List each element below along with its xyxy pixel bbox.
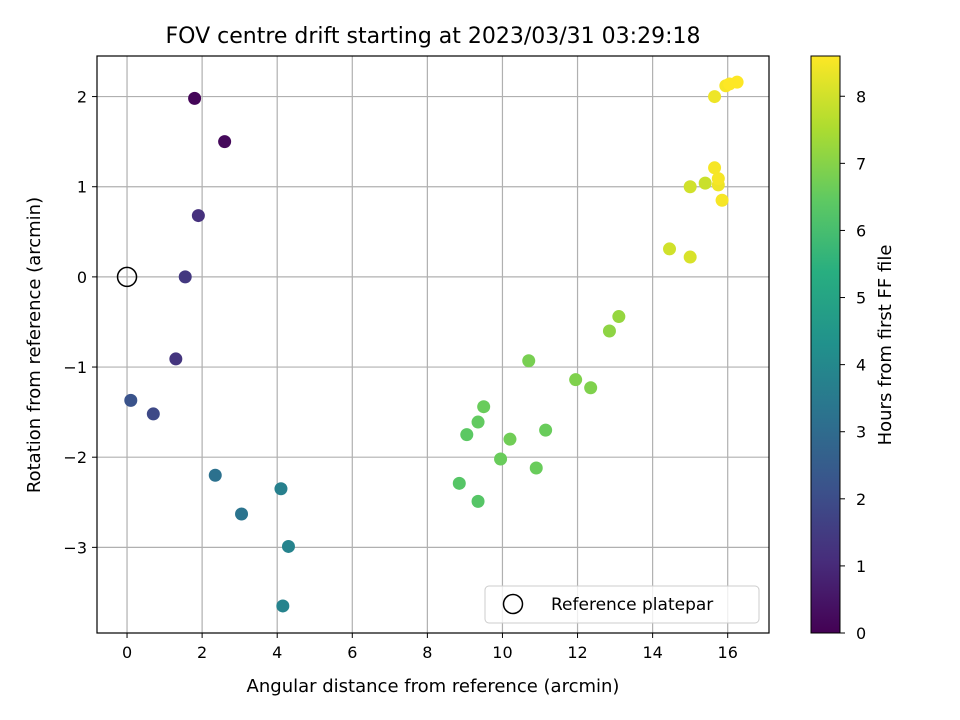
legend: Reference platepar [484,585,760,624]
colorbar-tick-label: 5 [856,289,866,308]
plot-frame [96,55,770,634]
data-point [708,90,722,104]
y-tick-label: 0 [77,268,87,287]
y-tick-label: −2 [63,448,87,467]
data-point [235,507,249,521]
colorbar: 0 1 2 3 4 5 6 7 8 Hours from first FF file [810,55,896,643]
data-point [191,209,205,223]
data-point [711,172,725,186]
x-tick-label: 4 [272,643,282,662]
data-point [663,242,677,256]
legend-box [484,585,760,624]
y-axis-label: Rotation from reference (arcmin) [24,197,45,493]
data-point [730,75,744,89]
data-point [471,494,485,508]
colorbar-label: Hours from first FF file [875,245,896,446]
colorbar-gradient [810,55,841,634]
x-tick-label: 8 [422,643,432,662]
data-point [584,381,598,395]
x-axis-ticks: 0 2 4 6 8 10 12 14 16 [122,633,738,662]
data-point [529,461,543,475]
colorbar-tick-label: 7 [856,154,866,173]
data-point [276,599,290,613]
data-point [146,407,160,421]
data-point [169,352,183,366]
data-point [602,324,616,338]
data-point [188,91,202,105]
data-point [208,468,222,482]
x-tick-label: 12 [567,643,587,662]
data-points [116,75,744,613]
data-point [522,354,536,368]
grid-lines [97,56,769,633]
x-tick-label: 10 [492,643,512,662]
legend-entry-reference: Reference platepar [551,595,713,615]
data-point [178,270,192,284]
x-tick-label: 0 [122,643,132,662]
data-point [698,176,712,190]
x-tick-label: 6 [347,643,357,662]
colorbar-tick-label: 0 [856,624,866,643]
y-tick-label: −3 [63,538,87,557]
data-point [477,400,491,414]
legend-reference-marker [502,593,524,615]
data-point [471,415,485,429]
data-point [503,432,517,446]
data-point [124,393,138,407]
x-axis-label: Angular distance from reference (arcmin) [247,676,620,697]
x-tick-label: 14 [642,643,662,662]
data-point [683,250,697,264]
data-point [452,476,466,490]
y-axis-ticks: −3 −2 −1 0 1 2 [63,88,97,557]
data-point [218,135,232,149]
reference-platepar-marker [116,266,138,288]
colorbar-tick-label: 1 [856,557,866,576]
x-tick-label: 2 [197,643,207,662]
data-point [274,482,288,496]
data-point [569,373,583,387]
data-point [612,310,626,324]
data-point [494,452,508,466]
chart-title: FOV centre drift starting at 2023/03/31 … [166,24,701,49]
y-tick-label: 2 [77,88,87,107]
colorbar-tick-label: 2 [856,490,866,509]
data-point [539,423,553,437]
data-point [683,180,697,194]
colorbar-tick-label: 3 [856,423,866,442]
y-tick-label: −1 [63,358,87,377]
x-tick-label: 16 [718,643,738,662]
colorbar-tick-label: 4 [856,356,866,375]
data-point [460,428,474,442]
colorbar-ticks: 0 1 2 3 4 5 6 7 8 [840,87,866,643]
y-tick-label: 1 [77,178,87,197]
colorbar-tick-label: 6 [856,221,866,240]
data-point [281,539,295,553]
data-point [715,193,729,207]
colorbar-tick-label: 8 [856,87,866,106]
data-point [708,161,722,175]
